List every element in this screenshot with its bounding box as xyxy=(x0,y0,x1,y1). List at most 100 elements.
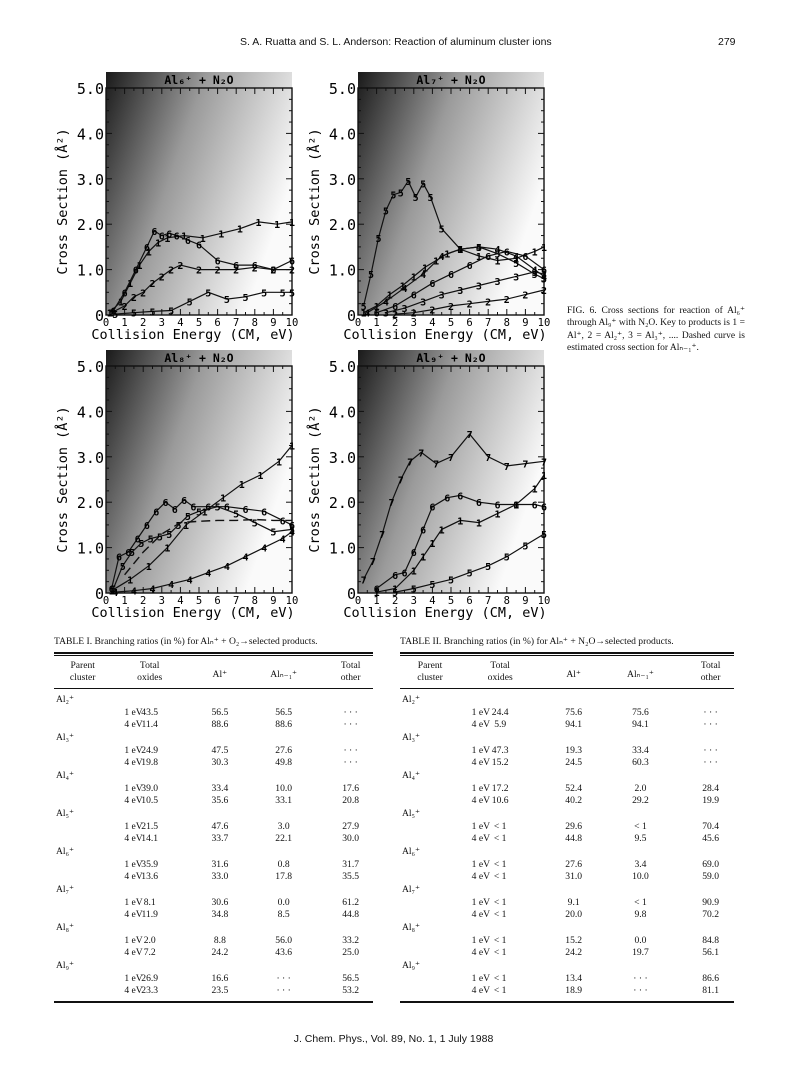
data-point-marker: 6 xyxy=(280,516,286,527)
data-point-marker: 7 xyxy=(485,453,491,464)
data-point-marker: 5 xyxy=(405,177,411,188)
data-point-marker: 4 xyxy=(149,584,155,595)
table-cell: 35.9 xyxy=(141,859,159,870)
data-point-marker: 5 xyxy=(368,270,374,281)
data-point-marker: 1 xyxy=(513,500,519,511)
table-cell: 25.0 xyxy=(342,947,360,958)
data-point-marker: 1 xyxy=(276,457,282,468)
data-point-marker: 4 xyxy=(280,535,286,546)
table-header: Al⁺ xyxy=(566,669,581,680)
table-cell: 69.0 xyxy=(702,859,719,870)
data-point-marker: 1 xyxy=(127,279,133,290)
table-cell: 33.4 xyxy=(632,745,649,756)
chart-title: Al₇⁺ + N₂O xyxy=(416,73,485,87)
data-point-marker: 5 xyxy=(270,528,276,539)
y-tick-label: 2.0 xyxy=(77,494,104,512)
data-point-marker: 2 xyxy=(485,297,491,308)
data-point-marker: 1 xyxy=(411,566,417,577)
data-point-marker: 5 xyxy=(168,306,174,317)
data-point-marker: 6 xyxy=(135,535,141,546)
table-header: Parent cluster xyxy=(417,660,443,683)
table-header: Alₙ₋₁⁺ xyxy=(270,669,298,680)
data-point-marker: 7 xyxy=(361,575,367,586)
data-point-marker: 2 xyxy=(289,266,295,277)
data-point-marker: 2 xyxy=(270,266,276,277)
x-tick-label: 5 xyxy=(448,595,454,607)
table-cell: 1 eV xyxy=(124,897,143,908)
table-cell: 27.6 xyxy=(275,745,293,756)
data-point-marker: 1 xyxy=(109,587,115,598)
x-tick-label: 0 xyxy=(355,317,361,329)
data-point-marker: 1 xyxy=(439,525,445,536)
data-point-marker: 6 xyxy=(522,252,528,263)
data-point-marker: 1 xyxy=(200,234,206,245)
data-point-marker: 1 xyxy=(457,516,463,527)
table-rule xyxy=(54,652,373,654)
data-point-marker: 6 xyxy=(125,548,131,559)
table-cell: 9.8 xyxy=(634,909,647,920)
x-tick-label: 7 xyxy=(485,317,491,329)
data-point-marker: 4 xyxy=(420,270,426,281)
table-cell: · · · xyxy=(343,757,358,768)
data-point-marker: 7 xyxy=(541,457,547,468)
data-point-marker: 6 xyxy=(420,525,426,536)
data-point-marker: 2 xyxy=(448,302,454,313)
data-point-marker: 4 xyxy=(439,252,445,263)
series-line xyxy=(395,533,545,593)
data-point-marker: 5 xyxy=(289,525,295,536)
x-axis-label: Collision Energy (CM, eV) xyxy=(343,605,546,621)
table-group-label: Al₃⁺ xyxy=(402,732,421,743)
table-cell: 40.2 xyxy=(565,795,583,806)
data-point-marker: 5 xyxy=(261,288,267,299)
table-cell: < 1 xyxy=(493,833,507,844)
y-tick-label: 1.0 xyxy=(77,262,104,280)
data-point-marker: 4 xyxy=(205,569,211,580)
data-point-marker: 6 xyxy=(401,569,407,580)
table-cell: 56.5 xyxy=(342,973,360,984)
y-tick-label: 2.0 xyxy=(329,216,356,234)
table-cell: 1 eV xyxy=(124,973,143,984)
x-tick-label: 10 xyxy=(538,317,551,329)
data-point-marker: 6 xyxy=(261,507,267,518)
plot-background xyxy=(106,72,292,315)
y-axis-label: Cross Section (Å²) xyxy=(306,128,323,274)
table-cell: < 1 xyxy=(493,985,507,996)
series-line xyxy=(385,271,545,314)
data-point-marker: 1 xyxy=(420,553,426,564)
table-cell: 75.6 xyxy=(632,707,649,718)
table-cell: < 1 xyxy=(634,897,647,908)
y-tick-label: 3.0 xyxy=(329,449,356,467)
header-authors: S. A. Ruatta and S. L. Anderson: Reactio… xyxy=(240,36,552,48)
data-point-marker: 5 xyxy=(485,562,491,573)
data-point-marker: 6 xyxy=(429,503,435,514)
table-cell: 4 eV xyxy=(124,719,143,730)
table-rule xyxy=(54,655,373,656)
table-cell: 4 eV xyxy=(124,947,143,958)
data-point-marker: 1 xyxy=(289,441,295,452)
table-group-label: Al₈⁺ xyxy=(402,922,421,933)
y-tick-label: 2.0 xyxy=(329,494,356,512)
data-point-marker: 3 xyxy=(532,268,538,279)
table-cell: 3.0 xyxy=(277,821,290,832)
chart-title: Al₉⁺ + N₂O xyxy=(416,351,485,365)
table-cell: 31.6 xyxy=(211,859,229,870)
x-tick-label: 9 xyxy=(522,317,528,329)
table-cell: 24.5 xyxy=(565,757,583,768)
x-tick-label: 7 xyxy=(485,595,491,607)
data-point-marker: 5 xyxy=(541,275,547,286)
data-point-marker: 7 xyxy=(467,430,473,441)
table-cell: 1 eV xyxy=(471,745,491,756)
data-point-marker: 2 xyxy=(168,266,174,277)
table-cell: · · · xyxy=(703,757,718,768)
data-point-marker: 1 xyxy=(239,480,245,491)
table-cell: 1 eV xyxy=(124,859,143,870)
data-point-marker: 5 xyxy=(131,309,137,320)
table-cell: 4 eV xyxy=(124,757,143,768)
data-point-marker: 5 xyxy=(361,302,367,313)
data-point-marker: 5 xyxy=(383,207,389,218)
plot-background xyxy=(358,350,544,593)
data-point-marker: 5 xyxy=(398,188,404,199)
table-cell: 30.6 xyxy=(211,897,229,908)
data-point-marker: 6 xyxy=(109,584,115,595)
table-cell: 88.6 xyxy=(211,719,229,730)
